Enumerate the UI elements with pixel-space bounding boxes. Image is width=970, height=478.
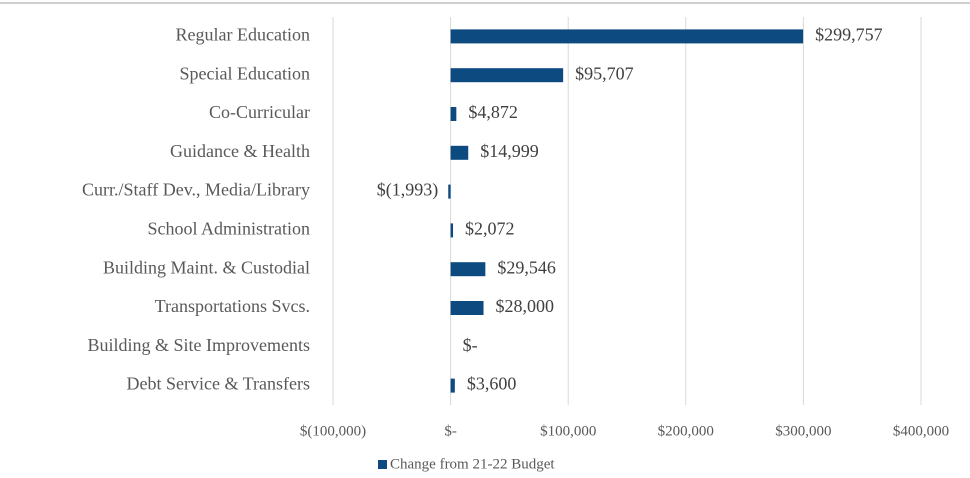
y-tick-label: Regular Education — [176, 25, 310, 45]
x-tick-label: $300,000 — [775, 423, 831, 439]
data-label: $14,999 — [480, 141, 539, 161]
x-tick-label: $(100,000) — [300, 423, 366, 439]
data-label: $2,072 — [465, 219, 515, 239]
data-label: $29,546 — [497, 257, 555, 277]
data-label: $(1,993) — [377, 180, 439, 201]
data-label: $- — [463, 335, 478, 355]
bar — [450, 68, 564, 83]
bar — [450, 378, 455, 393]
x-tick-label: $- — [444, 423, 457, 439]
bar — [450, 262, 486, 277]
data-label: $4,872 — [468, 102, 518, 122]
y-tick-label: Building Maint. & Custodial — [103, 257, 310, 277]
data-label: $28,000 — [496, 296, 555, 316]
bar — [450, 223, 454, 238]
y-tick-label: Debt Service & Transfers — [127, 374, 310, 394]
y-tick-label: School Administration — [147, 219, 310, 239]
bar — [448, 184, 451, 199]
y-tick-label: Special Education — [180, 63, 310, 83]
y-tick-label: Transportations Svcs. — [155, 296, 310, 316]
data-label: $95,707 — [575, 63, 634, 83]
legend-label: Change from 21-22 Budget — [390, 456, 555, 472]
legend-swatch — [378, 460, 387, 469]
y-tick-label: Guidance & Health — [170, 141, 310, 161]
bar — [450, 145, 469, 160]
x-tick-label: $200,000 — [658, 423, 714, 439]
bar — [450, 301, 484, 315]
data-label: $299,757 — [815, 25, 883, 45]
y-tick-label: Curr./Staff Dev., Media/Library — [82, 180, 310, 200]
y-tick-label: Co-Curricular — [209, 102, 310, 122]
x-tick-label: $400,000 — [893, 423, 949, 439]
data-label: $3,600 — [467, 374, 517, 394]
bar — [450, 107, 457, 121]
x-tick-label: $100,000 — [540, 423, 596, 439]
bar — [450, 29, 804, 44]
y-tick-label: Building & Site Improvements — [88, 335, 311, 355]
